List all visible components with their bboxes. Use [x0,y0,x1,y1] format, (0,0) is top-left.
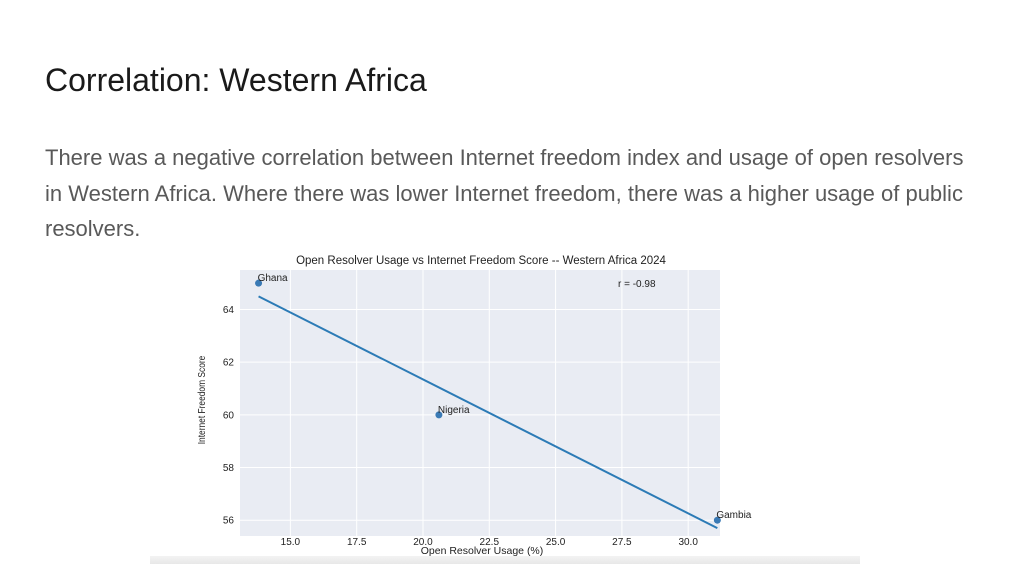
slide-body-text: There was a negative correlation between… [45,145,964,241]
point-label: Gambia [716,510,751,521]
correlation-annotation: r = -0.98 [618,279,656,290]
point-label: Nigeria [438,405,470,416]
x-axis-label: Open Resolver Usage (%) [421,545,544,557]
y-tick-label: 58 [223,463,235,474]
x-tick-label: 25.0 [546,537,566,548]
chart-title: Open Resolver Usage vs Internet Freedom … [296,255,666,267]
slide-title: Correlation: Western Africa [45,62,427,98]
scatter-chart: Open Resolver Usage vs Internet Freedom … [196,255,752,557]
y-tick-label: 60 [223,410,235,421]
data-point [255,279,263,287]
points-layer: Ghana Nigeria Gambia [255,273,752,524]
chart-container: Open Resolver Usage vs Internet Freedom … [150,250,860,566]
tick-labels: 15.0 17.5 20.0 22.5 25.0 27.5 30.0 56 58 60 62 64 [223,305,698,548]
x-tick-label: 27.5 [612,537,632,548]
x-tick-label: 20.0 [413,537,433,548]
x-tick-label: 22.5 [480,537,500,548]
x-tick-label: 17.5 [347,537,367,548]
y-tick-label: 56 [223,516,235,527]
y-tick-label: 62 [223,358,235,369]
data-point [713,516,721,524]
grid-lines [240,270,720,536]
x-tick-label: 15.0 [281,537,301,548]
y-axis-label: Internet Freedom Score [196,356,208,445]
x-tick-label: 30.0 [678,537,698,548]
data-point [435,411,443,419]
y-tick-label: 64 [223,305,235,316]
trendline [258,295,718,529]
trendline-layer [258,295,718,529]
plot-area [240,270,720,536]
point-label: Ghana [258,273,288,284]
image-bottom-edge [150,556,860,564]
